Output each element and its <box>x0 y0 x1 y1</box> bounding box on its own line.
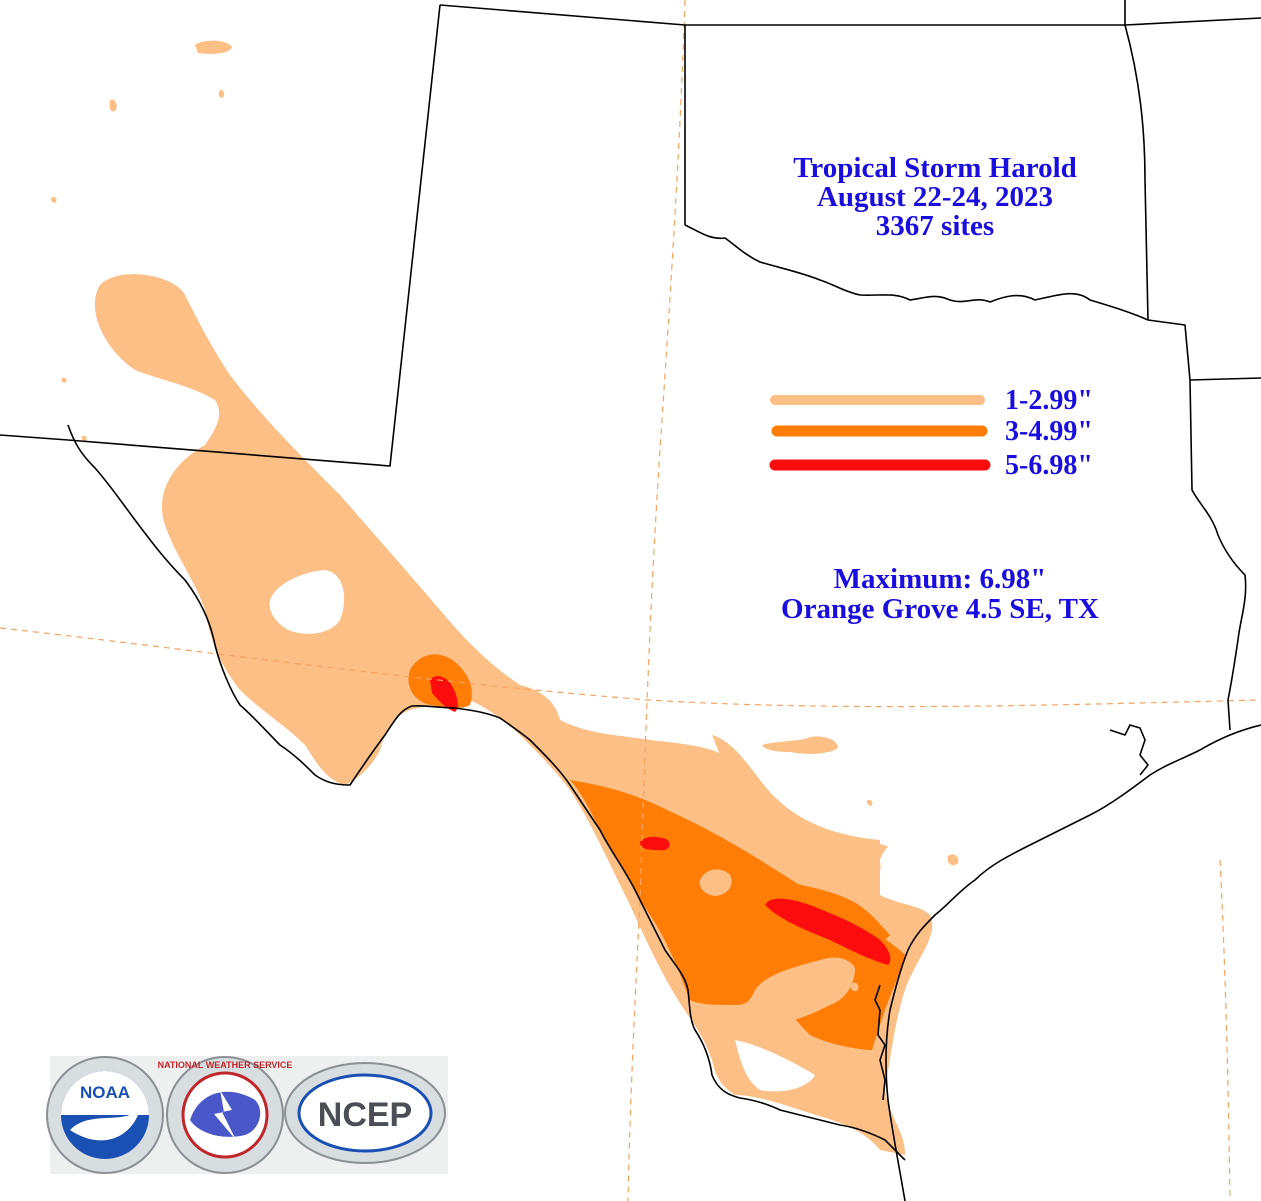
rain-area-blob-1 <box>762 736 838 754</box>
legend-label-medium: 3-4.99" <box>1005 416 1093 447</box>
dry-holes <box>269 570 920 1092</box>
legend-swatches <box>769 395 991 471</box>
rain-area-heavy-west <box>430 676 458 712</box>
ncep-logo-text: NCEP <box>318 1096 412 1134</box>
rain-area-blob-3 <box>109 99 117 112</box>
noaa-logo-text: NOAA <box>80 1083 130 1102</box>
rain-area-blob-5 <box>51 196 57 203</box>
light-hole-3 <box>850 982 859 992</box>
rain-area-blob-6 <box>61 377 67 383</box>
nws-logo: NATIONAL WEATHER SERVICE <box>158 1056 293 1174</box>
red-river <box>684 224 1247 731</box>
ok-ar-border <box>1124 24 1149 321</box>
map-title: Tropical Storm Harold August 22-24, 2023… <box>740 154 1130 241</box>
ar-la-border <box>1189 377 1261 381</box>
rio-grande <box>67 424 906 1161</box>
bay-detail <box>1109 724 1149 776</box>
title-line-3: 3367 sites <box>875 210 995 242</box>
maximum-info: Maximum: 6.98" Orange Grove 4.5 SE, TX <box>740 564 1140 624</box>
title-line-2: August 22-24, 2023 <box>816 181 1054 213</box>
ok-border-north <box>439 4 686 225</box>
coastal-inlet <box>874 984 886 1101</box>
logo-strip: NOAA NATIONAL WEATHER SERVICE NCEP <box>46 1056 448 1174</box>
dry-hole-west <box>269 570 345 634</box>
boundary-line-h <box>0 627 1261 708</box>
legend-label-heavy: 5-6.98" <box>1005 450 1093 481</box>
dry-hole-coast <box>880 843 920 901</box>
light-hole-1 <box>699 869 732 896</box>
light-holes <box>699 869 859 1022</box>
maximum-location: Orange Grove 4.5 SE, TX <box>781 593 1099 625</box>
rain-area-blob-4 <box>218 89 225 98</box>
noaa-logo: NOAA <box>46 1056 164 1174</box>
legend-label-light: 1-2.99" <box>1005 385 1093 416</box>
gulf-coast <box>885 724 1261 1201</box>
light-hole-2 <box>754 957 855 1022</box>
rain-area-heavy-coast <box>765 898 891 965</box>
rain-area-blob-9 <box>947 854 959 866</box>
nm-tx-border-north <box>0 4 441 467</box>
boundary-line-v1 <box>627 0 686 1201</box>
ks-ok-border <box>1124 0 1261 26</box>
ncep-logo: NCEP <box>284 1062 446 1164</box>
nws-logo-text: NATIONAL WEATHER SERVICE <box>158 1060 293 1070</box>
rain-band-heavy <box>430 676 891 965</box>
maximum-value: Maximum: 6.98" <box>833 563 1047 595</box>
boundary-line-v2 <box>1219 859 1231 1201</box>
rain-area-heavy-inland <box>640 836 670 851</box>
rain-area-blob-8 <box>867 799 873 806</box>
dry-hole-south <box>735 1040 815 1092</box>
rain-area-blob-2 <box>195 40 232 54</box>
title-line-1: Tropical Storm Harold <box>793 152 1077 184</box>
rain-area-east-strip <box>712 735 880 860</box>
rain-area-blob-7 <box>81 435 87 441</box>
